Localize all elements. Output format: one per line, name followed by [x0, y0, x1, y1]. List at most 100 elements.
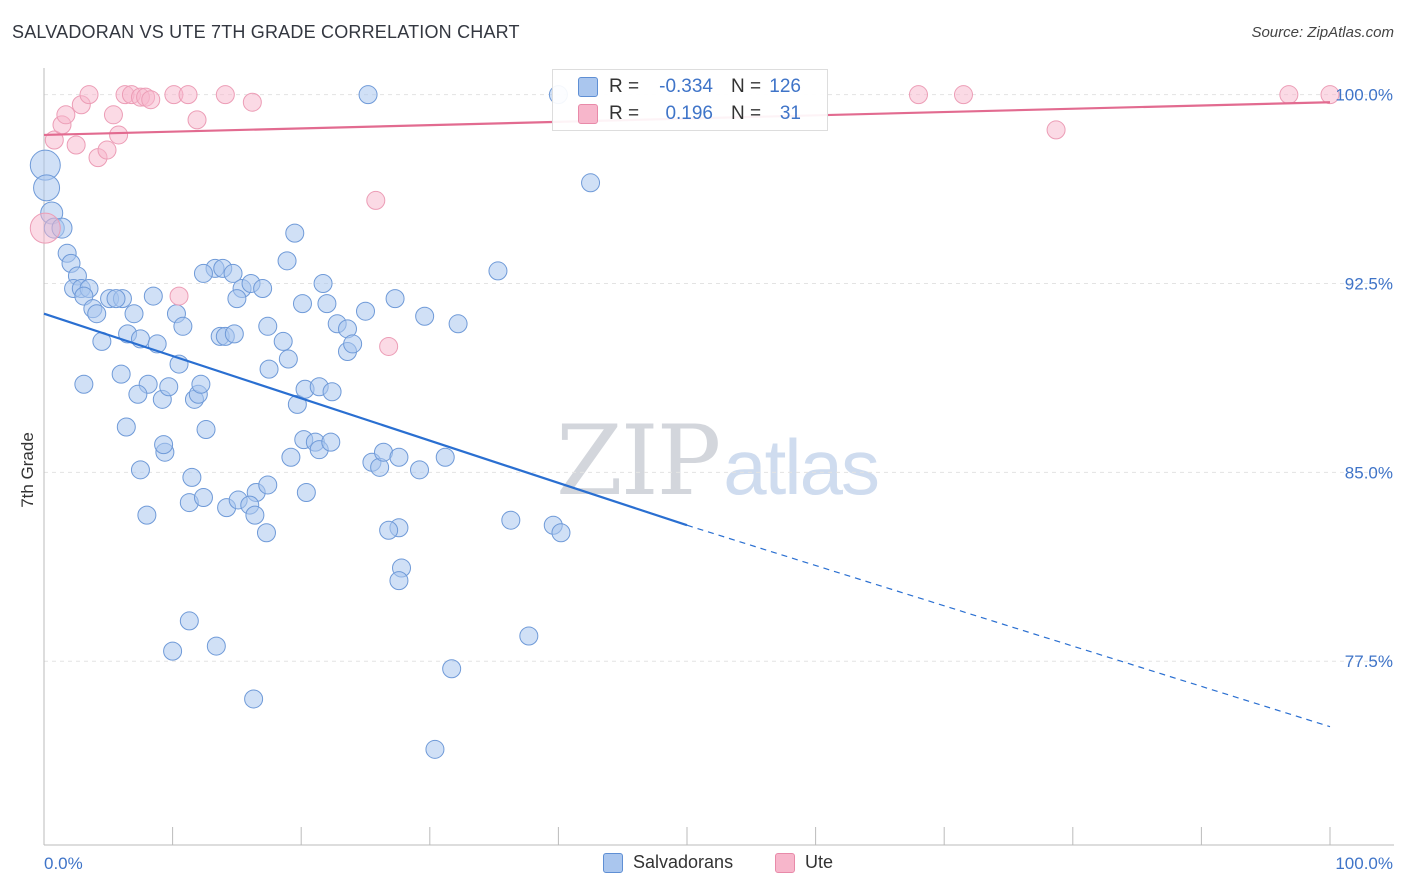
source-label: Source: ZipAtlas.com: [1251, 24, 1394, 41]
data-point-ute: [215, 85, 235, 105]
stats-row-ute: R = 0.196 N = 31: [553, 100, 827, 128]
data-point-salvadorans: [223, 263, 243, 283]
y-tick-label: 100.0%: [1335, 86, 1393, 105]
data-point-salvadorans: [87, 304, 107, 324]
stats-legend: R = -0.334 N = 126 R = 0.196 N = 31: [552, 69, 828, 131]
data-point-salvadorans: [379, 520, 399, 540]
x-tick-label: 0.0%: [44, 854, 83, 873]
data-point-salvadorans: [501, 510, 521, 530]
trend-lines: [43, 101, 1331, 728]
data-point-salvadorans: [317, 294, 337, 314]
data-point-salvadorans: [322, 382, 342, 402]
data-point-salvadorans: [519, 626, 539, 646]
n-value: 31: [779, 103, 801, 124]
data-point-salvadorans: [488, 261, 508, 281]
watermark-atlas: atlas: [723, 423, 880, 511]
r-value: 0.196: [665, 103, 713, 124]
y-tick-label: 77.5%: [1345, 652, 1393, 671]
r-value: -0.334: [659, 76, 713, 97]
data-point-ute: [1279, 85, 1299, 105]
data-point-ute: [29, 212, 61, 244]
legend-label-ute: Ute: [805, 852, 834, 872]
grid-lines: [44, 94, 1394, 662]
n-label: N =: [731, 76, 762, 97]
data-point-salvadorans: [163, 641, 183, 661]
watermark: ZIPatlas: [556, 405, 880, 517]
data-point-ute: [1320, 85, 1340, 105]
data-point-ute: [66, 135, 86, 155]
data-point-ute: [1046, 120, 1066, 140]
data-point-salvadorans: [448, 314, 468, 334]
data-point-salvadorans: [551, 523, 571, 543]
ute-swatch: [578, 104, 598, 124]
chart-title: SALVADORAN VS UTE 7TH GRADE CORRELATION …: [12, 22, 520, 42]
data-point-ute: [103, 105, 123, 125]
series-salvadorans: [29, 85, 601, 759]
data-point-salvadorans: [227, 289, 247, 309]
data-point-salvadorans: [33, 174, 61, 202]
legend-item-ute[interactable]: Ute: [775, 852, 833, 873]
data-point-ute: [109, 125, 129, 145]
data-point-salvadorans: [581, 173, 601, 193]
r-label: R =: [609, 103, 640, 124]
data-point-salvadorans: [277, 251, 297, 271]
data-point-salvadorans: [173, 316, 193, 336]
data-point-salvadorans: [111, 364, 131, 384]
data-point-ute: [242, 92, 262, 112]
data-point-salvadorans: [245, 505, 265, 525]
data-point-ute: [187, 110, 207, 130]
legend-label-salvadorans: Salvadorans: [633, 852, 734, 872]
bottom-legend: Salvadorans Ute: [0, 848, 1406, 880]
data-point-salvadorans: [196, 420, 216, 440]
data-point-salvadorans: [256, 523, 276, 543]
data-point-salvadorans: [258, 475, 278, 495]
data-point-ute: [908, 85, 928, 105]
data-point-salvadorans: [343, 334, 363, 354]
data-point-salvadorans: [259, 359, 279, 379]
data-point-salvadorans: [425, 739, 445, 759]
data-point-salvadorans: [253, 279, 273, 299]
y-tick-label: 85.0%: [1345, 463, 1393, 482]
data-point-salvadorans: [287, 394, 307, 414]
data-point-ute: [178, 85, 198, 105]
data-point-ute: [953, 85, 973, 105]
data-point-salvadorans: [389, 571, 409, 591]
data-point-salvadorans: [137, 505, 157, 525]
data-point-salvadorans: [206, 636, 226, 656]
n-label: N =: [731, 103, 762, 124]
ute-swatch: [775, 852, 795, 873]
data-point-salvadorans: [415, 306, 435, 326]
data-point-salvadorans: [193, 263, 213, 283]
data-point-salvadorans: [313, 274, 333, 294]
data-point-salvadorans: [296, 482, 316, 502]
r-label: R =: [609, 76, 640, 97]
data-point-salvadorans: [191, 374, 211, 394]
trend-line-salvadorans-projection: [686, 524, 1331, 728]
data-point-ute: [97, 140, 117, 160]
data-point-salvadorans: [356, 301, 375, 321]
watermark-zip: ZIP: [556, 405, 721, 517]
data-point-ute: [169, 286, 189, 306]
trend-line-salvadorans: [43, 312, 688, 527]
axes: [43, 68, 1394, 846]
data-point-ute: [141, 90, 161, 110]
salvadorans-swatch: [603, 852, 623, 873]
stats-row-salvadorans: R = -0.334 N = 126: [553, 73, 827, 101]
data-point-salvadorans: [435, 447, 455, 467]
data-point-salvadorans: [273, 331, 293, 351]
data-point-salvadorans: [258, 316, 278, 336]
data-point-salvadorans: [224, 324, 244, 344]
data-point-salvadorans: [154, 435, 174, 455]
data-point-salvadorans: [179, 611, 199, 631]
data-point-salvadorans: [281, 447, 301, 467]
data-point-salvadorans: [278, 349, 298, 369]
data-point-ute: [366, 190, 386, 210]
legend-item-salvadorans[interactable]: Salvadorans: [603, 852, 733, 873]
data-point-ute: [79, 85, 99, 105]
data-point-salvadorans: [130, 460, 150, 480]
data-point-salvadorans: [128, 384, 148, 404]
data-point-salvadorans: [442, 659, 462, 679]
data-point-salvadorans: [389, 447, 409, 467]
data-point-ute: [56, 105, 76, 125]
